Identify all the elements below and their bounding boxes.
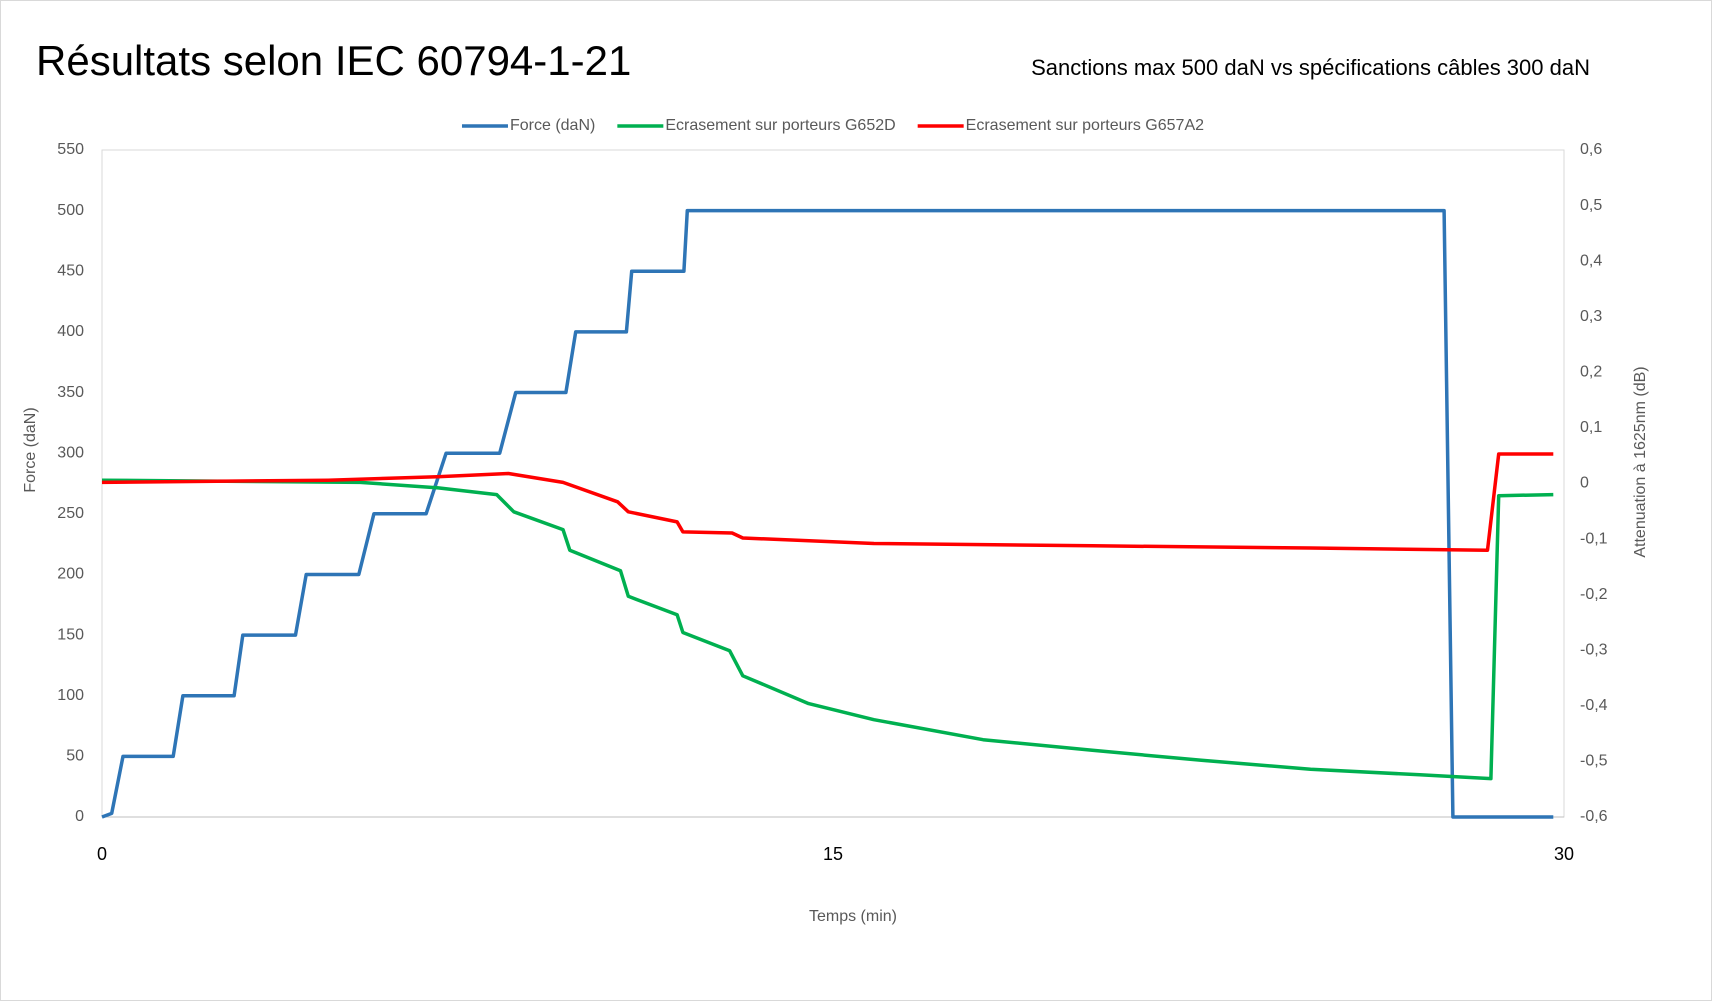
y2-tick-label: -0,2: [1580, 586, 1608, 603]
x-tick-label: 30: [1554, 844, 1574, 864]
x-axis-title: Temps (min): [809, 908, 897, 925]
y2-tick-label: -0,1: [1580, 530, 1608, 547]
y-tick-label: 550: [57, 141, 84, 158]
series-line: [101, 478, 1554, 781]
y-tick-label: 450: [57, 262, 84, 279]
y2-tick-label: 0: [1580, 475, 1589, 492]
series-line: [101, 452, 1554, 552]
y2-tick-label: -0,4: [1580, 697, 1608, 714]
y2-tick-label: 0,2: [1580, 364, 1602, 381]
y2-tick-label: 0,1: [1580, 419, 1602, 436]
legend-label: Ecrasement sur porteurs G652D: [665, 117, 895, 134]
y-tick-label: 100: [57, 687, 84, 704]
y-tick-label: 50: [66, 748, 84, 765]
y-axis-title: Force (daN): [22, 407, 39, 492]
y2-tick-label: -0,5: [1580, 753, 1608, 770]
x-tick-label: 0: [97, 844, 107, 864]
legend-label: Force (daN): [510, 117, 595, 134]
y-tick-label: 150: [57, 626, 84, 643]
y2-axis-title: Attenuation à 1625nm (dB): [1632, 366, 1649, 557]
y-tick-label: 300: [57, 444, 84, 461]
chart-title: Résultats selon IEC 60794-1-21: [36, 37, 631, 84]
y-tick-label: 400: [57, 323, 84, 340]
y2-tick-label: 0,4: [1580, 252, 1602, 269]
y2-tick-label: 0,6: [1580, 141, 1602, 158]
series-line: [101, 208, 1554, 819]
y2-tick-label: -0,6: [1580, 808, 1608, 825]
y-tick-label: 200: [57, 566, 84, 583]
y2-tick-label: -0,3: [1580, 641, 1608, 658]
y-tick-label: 250: [57, 505, 84, 522]
y-tick-label: 0: [75, 808, 84, 825]
legend-label: Ecrasement sur porteurs G657A2: [966, 117, 1204, 134]
y-tick-label: 350: [57, 384, 84, 401]
chart-subtitle: Sanctions max 500 daN vs spécifications …: [1031, 55, 1590, 80]
y2-tick-label: 0,5: [1580, 197, 1602, 214]
y-tick-label: 500: [57, 202, 84, 219]
y2-tick-label: 0,3: [1580, 308, 1602, 325]
x-tick-label: 15: [823, 844, 843, 864]
